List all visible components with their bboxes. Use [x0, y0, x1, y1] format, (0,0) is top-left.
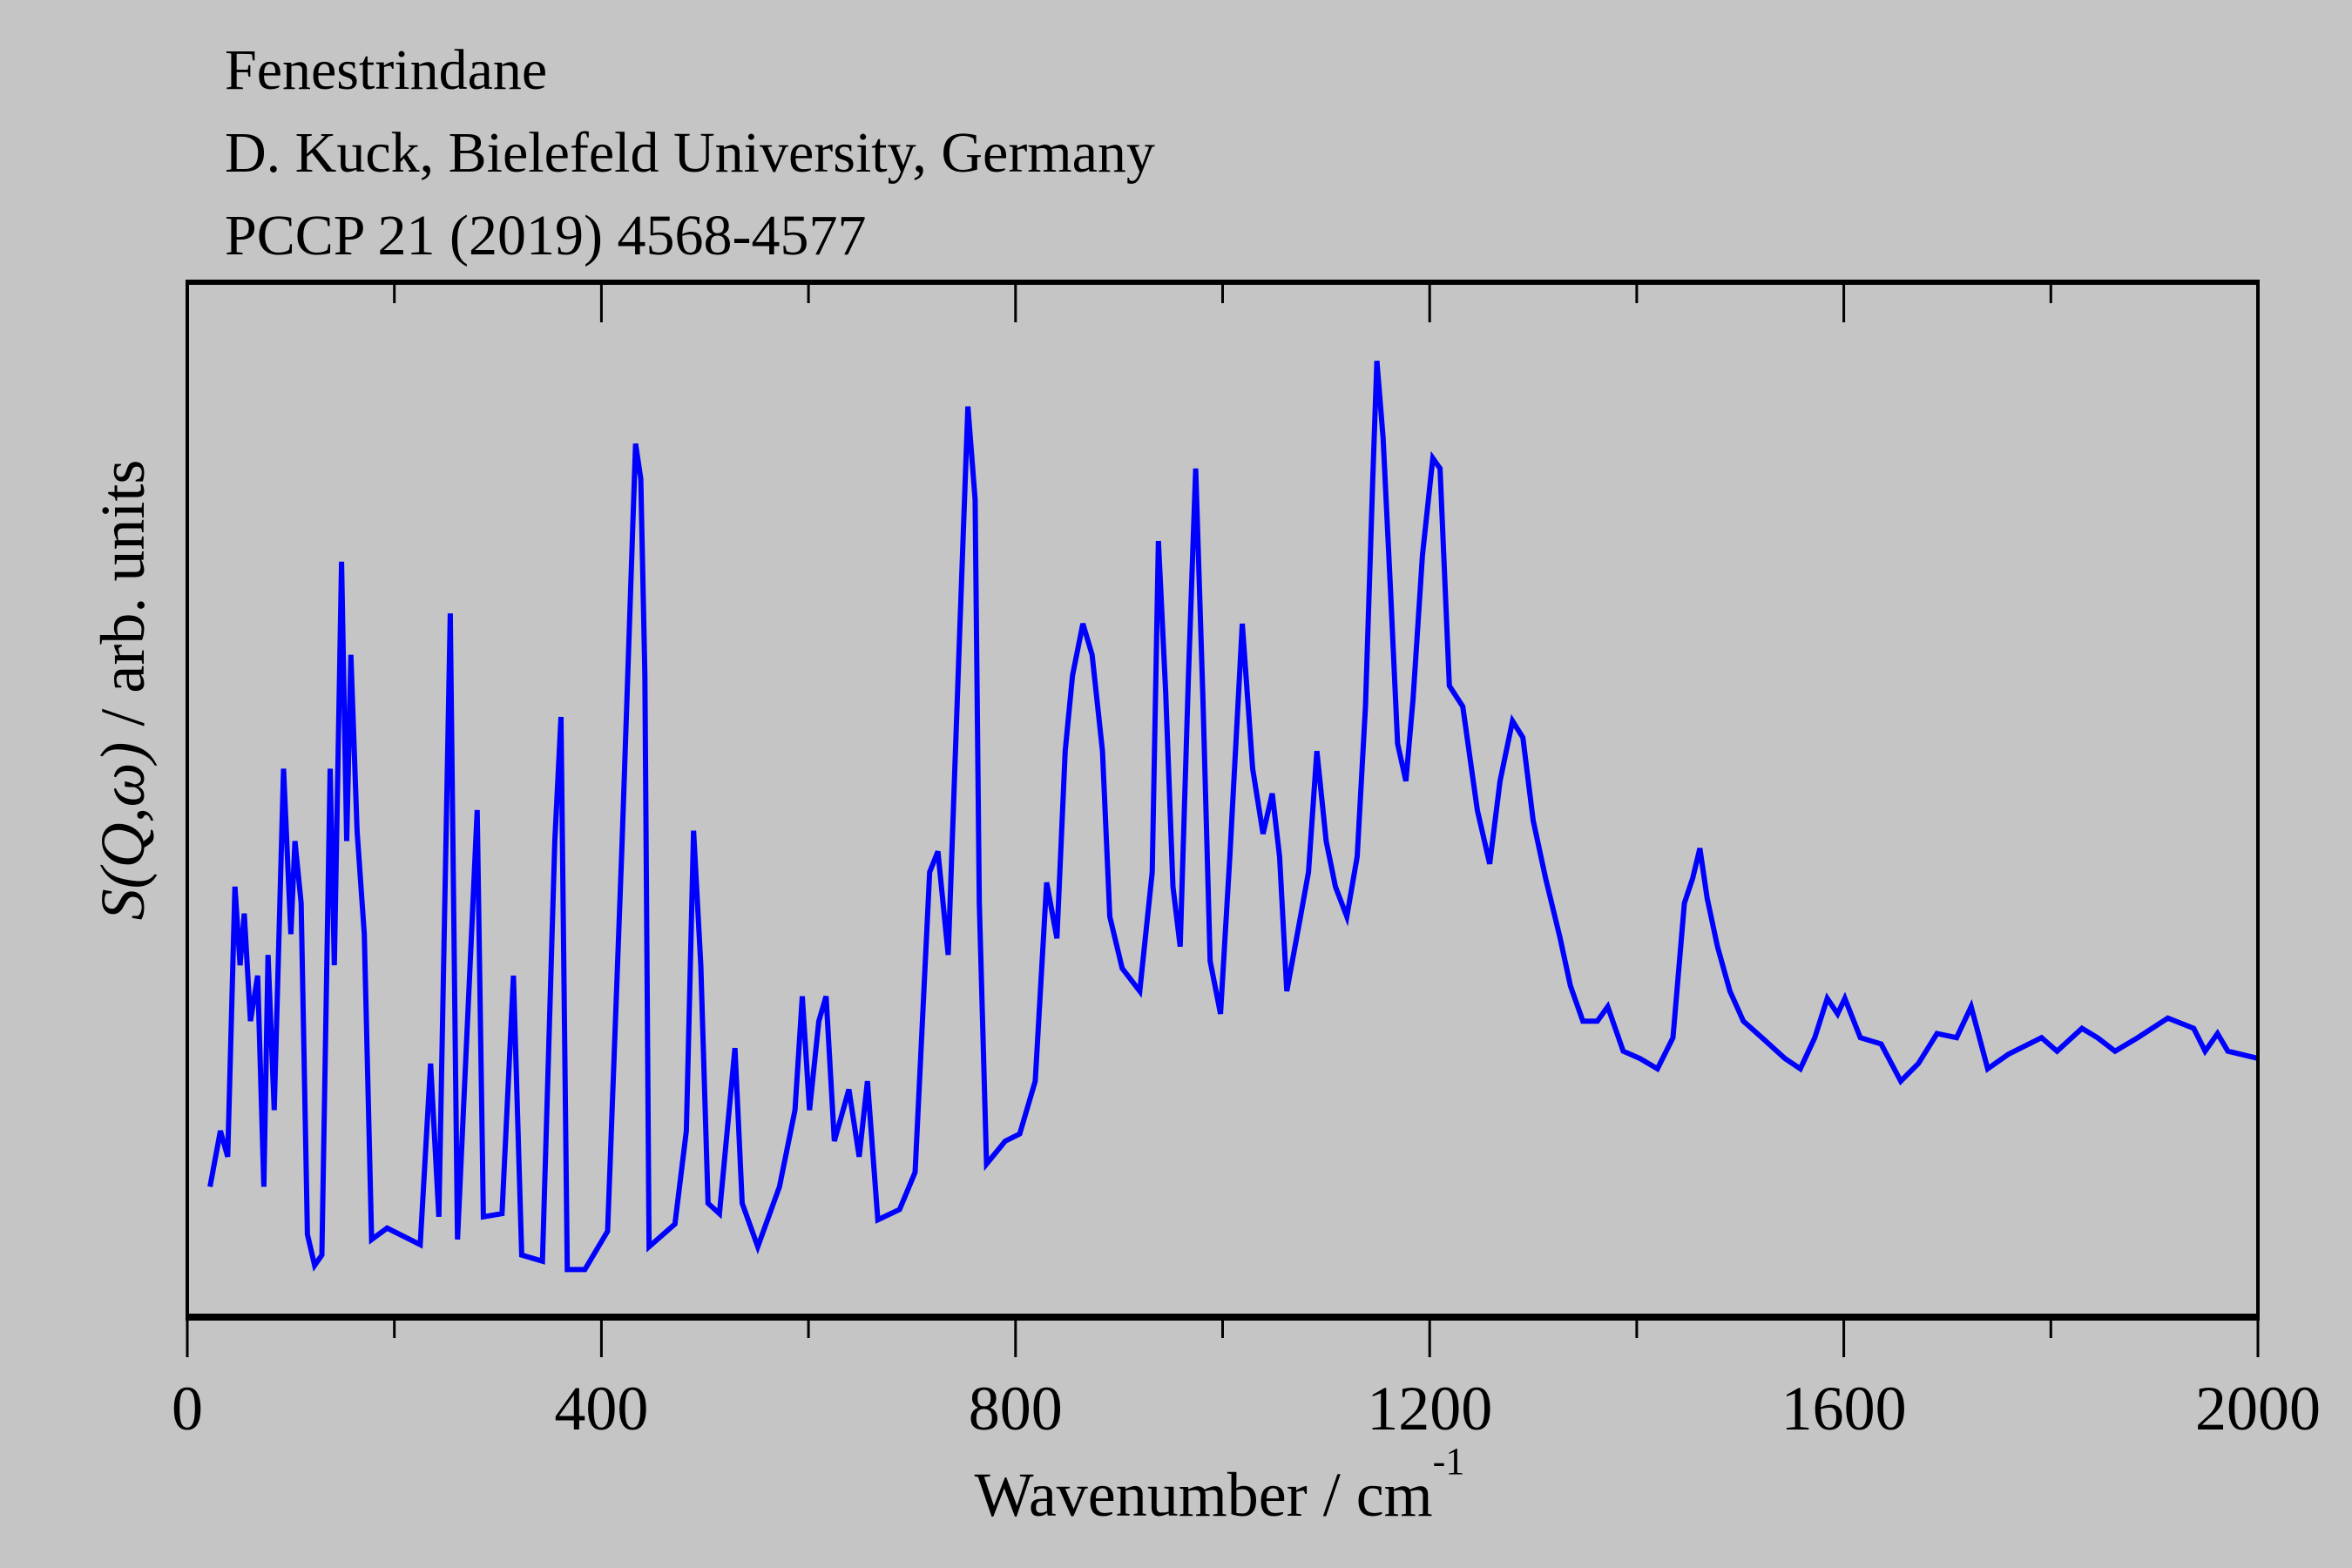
- title-line-2: D. Kuck, Bielefeld University, Germany: [225, 121, 1155, 185]
- x-axis-label-superscript: -1: [1433, 1440, 1465, 1483]
- x-tick-label: 400: [554, 1374, 648, 1443]
- x-tick-labels: 0 400 800 1200 1600 2000: [172, 1374, 2321, 1443]
- x-axis-label: Wavenumber / cm-1: [975, 1440, 1465, 1530]
- y-axis-label-italic: S(Q,ω): [88, 742, 158, 921]
- x-tick-label: 1600: [1781, 1374, 1907, 1443]
- y-axis-label-units: / arb. units: [88, 460, 158, 742]
- title-line-1: Fenestrindane: [225, 38, 547, 102]
- y-axis-label: S(Q,ω) / arb. units: [88, 460, 158, 921]
- x-tick-label: 800: [969, 1374, 1063, 1443]
- x-tick-label: 1200: [1367, 1374, 1492, 1443]
- title-line-3: PCCP 21 (2019) 4568-4577: [225, 204, 866, 267]
- x-tick-label: 0: [172, 1374, 203, 1443]
- axis-ticks: [186, 282, 2260, 1357]
- x-axis-label-text: Wavenumber / cm: [975, 1460, 1433, 1530]
- x-tick-label: 2000: [2195, 1374, 2321, 1443]
- spectrum-series-line: [207, 361, 2258, 1273]
